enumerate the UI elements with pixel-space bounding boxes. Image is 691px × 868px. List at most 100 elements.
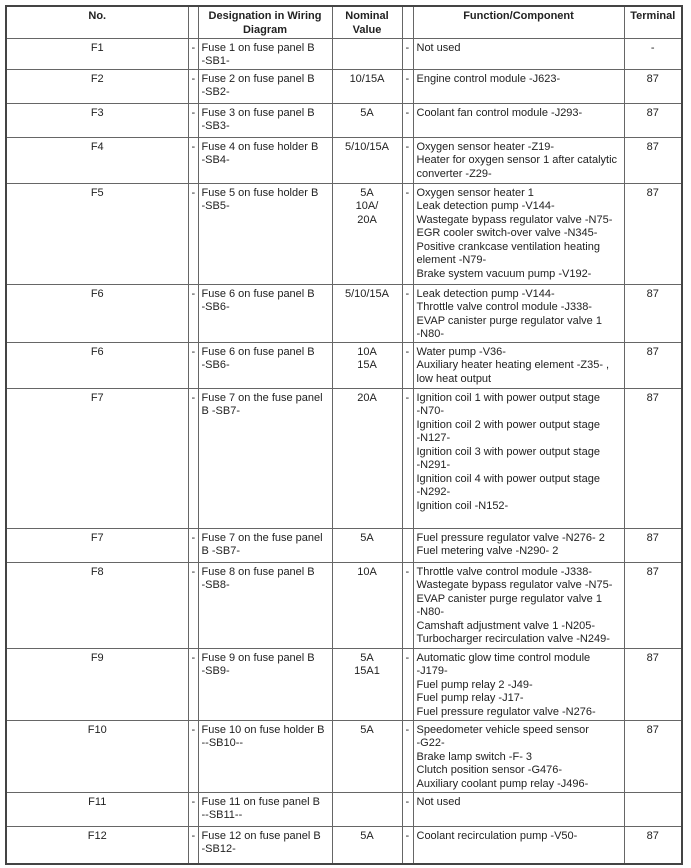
nominal-value-cell: 5A [331,102,403,138]
fuse-number: F9 [5,647,189,721]
function-cell: Not used [412,791,625,827]
table-row: F2- Fuse 2 on fuse panel B -SB2- 10/15A - En… [5,68,683,104]
dash-marker: - [187,527,199,563]
table-row: F11- Fuse 11 on fuse panel B --SB11-- - Not… [5,791,683,827]
fuse-number: F2 [5,68,189,104]
terminal-cell: 87 [623,719,683,793]
table-row: F1- Fuse 1 on fuse panel B -SB1- - Not used… [5,37,683,70]
terminal-cell: 87 [623,387,683,529]
nominal-value-cell: 5/10/15A [331,136,403,184]
dash-marker: - [187,182,199,285]
dash-marker: - [401,283,414,343]
designation-cell: Fuse 12 on fuse panel B -SB12- [197,825,333,865]
function-cell: Ignition coil 1 with power output stage … [412,387,625,529]
header-row: No. Designation in Wiring Diagram Nomina… [5,5,683,39]
function-cell: Coolant recirculation pump -V50- [412,825,625,865]
dash-marker: - [401,37,414,70]
table-row: F12- Fuse 12 on fuse panel B -SB12- 5A - Coo… [5,825,683,865]
fuse-number: F7 [5,527,189,563]
designation-cell: Fuse 3 on fuse panel B -SB3- [197,102,333,138]
dash-marker: - [401,791,414,827]
function-cell: Fuel pressure regulator valve -N276- 2 F… [412,527,625,563]
function-cell: Not used [412,37,625,70]
dash-marker: - [187,136,199,184]
fuse-number: F3 [5,102,189,138]
terminal-cell: 87 [623,647,683,721]
terminal-cell: 87 [623,561,683,649]
header-nominal-value: Nominal Value [331,5,403,39]
function-cell: Coolant fan control module -J293- [412,102,625,138]
designation-cell: Fuse 5 on fuse holder B -SB5- [197,182,333,285]
fuse-number: F4 [5,136,189,184]
header-function: Function/Component [412,5,625,39]
designation-cell: Fuse 7 on the fuse panel B -SB7- [197,387,333,529]
dash-marker: - [187,102,199,138]
function-cell: Oxygen sensor heater 1 Leak detection pu… [412,182,625,285]
designation-cell: Fuse 2 on fuse panel B -SB2- [197,68,333,104]
dash-marker: - [401,719,414,793]
header-terminal: Terminal [623,5,683,39]
terminal-cell: 87 [623,825,683,865]
nominal-value-cell: 10/15A [331,68,403,104]
dash-marker: - [187,719,199,793]
nominal-value-cell [331,37,403,70]
terminal-cell: 87 [623,182,683,285]
designation-cell: Fuse 1 on fuse panel B -SB1- [197,37,333,70]
dash-marker: - [401,102,414,138]
header-spacer [187,5,199,39]
dash-marker: - [187,647,199,721]
terminal-cell: 87 [623,283,683,343]
table-row: F9- Fuse 9 on fuse panel B -SB9- 5A 15A1- A… [5,647,683,721]
fuse-number: F5 [5,182,189,285]
dash-marker: - [401,341,414,389]
designation-cell: Fuse 4 on fuse holder B -SB4- [197,136,333,184]
fuse-number: F6 [5,283,189,343]
designation-cell: Fuse 6 on fuse panel B -SB6- [197,283,333,343]
dash-marker [401,527,414,563]
dash-marker: - [187,341,199,389]
terminal-cell: - [623,37,683,70]
dash-marker: - [401,68,414,104]
dash-marker: - [401,387,414,529]
dash-marker: - [187,37,199,70]
terminal-cell [623,791,683,827]
designation-cell: Fuse 10 on fuse holder B --SB10-- [197,719,333,793]
terminal-cell: 87 [623,68,683,104]
dash-marker: - [187,387,199,529]
fuse-number: F6 [5,341,189,389]
table-row: F4- Fuse 4 on fuse holder B -SB4- 5/10/15A… [5,136,683,184]
table-row: F5- Fuse 5 on fuse holder B -SB5- 5A 10A/ … [5,182,683,285]
header-spacer [401,5,414,39]
fuse-number: F7 [5,387,189,529]
header-designation: Designation in Wiring Diagram [197,5,333,39]
function-cell: Throttle valve control module -J338- Was… [412,561,625,649]
function-cell: Speedometer vehicle speed sensor -G22- B… [412,719,625,793]
function-cell: Engine control module -J623- [412,68,625,104]
fuse-number: F8 [5,561,189,649]
terminal-cell: 87 [623,341,683,389]
dash-marker: - [401,647,414,721]
dash-marker: - [187,561,199,649]
fuse-number: F12 [5,825,189,865]
function-cell: Water pump -V36- Auxiliary heater heatin… [412,341,625,389]
nominal-value-cell: 5A [331,719,403,793]
nominal-value-cell: 5A [331,527,403,563]
dash-marker: - [401,182,414,285]
designation-cell: Fuse 8 on fuse panel B -SB8- [197,561,333,649]
dash-marker: - [401,825,414,865]
terminal-cell: 87 [623,136,683,184]
fuse-number: F10 [5,719,189,793]
nominal-value-cell: 20A [331,387,403,529]
designation-cell: Fuse 7 on the fuse panel B -SB7- [197,527,333,563]
nominal-value-cell: 10A [331,561,403,649]
dash-marker: - [401,561,414,649]
nominal-value-cell: 5/10/15A [331,283,403,343]
function-cell: Leak detection pump -V144- Throttle valv… [412,283,625,343]
table-row: F6- Fuse 6 on fuse panel B -SB6- 10A 15A - W… [5,341,683,389]
table-row: F3- Fuse 3 on fuse panel B -SB3- 5A - Coolan… [5,102,683,138]
designation-cell: Fuse 11 on fuse panel B --SB11-- [197,791,333,827]
function-cell: Oxygen sensor heater -Z19- Heater for ox… [412,136,625,184]
dash-marker: - [187,283,199,343]
designation-cell: Fuse 6 on fuse panel B -SB6- [197,341,333,389]
nominal-value-cell: 5A 10A/ 20A [331,182,403,285]
